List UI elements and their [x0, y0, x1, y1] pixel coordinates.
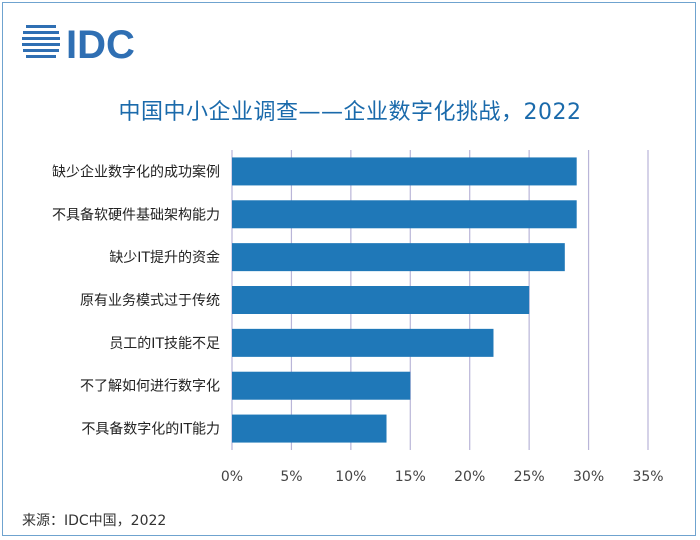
category-label: 缺少IT提升的资金 — [109, 250, 220, 266]
bar — [232, 371, 411, 400]
category-label: 不具备软硬件基础架构能力 — [52, 206, 220, 223]
x-tick-label: 0% — [221, 469, 243, 485]
x-tick-label: 35% — [632, 469, 663, 485]
category-label: 缺少企业数字化的成功案例 — [52, 163, 220, 180]
bar — [232, 414, 387, 443]
x-tick-label: 25% — [514, 469, 545, 485]
idc-logo: IDC — [22, 23, 135, 66]
x-tick-label: 5% — [280, 469, 302, 485]
bar — [232, 328, 494, 357]
bar — [232, 286, 530, 314]
x-tick-label: 10% — [335, 469, 366, 485]
x-tick-label: 30% — [573, 469, 604, 485]
category-label: 不了解如何进行数字化 — [80, 379, 220, 395]
chart-title: 中国中小企业调查——企业数字化挑战，2022 — [118, 100, 582, 125]
category-label: 不具备数字化的IT能力 — [81, 421, 220, 438]
x-tick-label: 20% — [454, 469, 485, 485]
bar — [232, 243, 565, 272]
bar — [232, 157, 577, 186]
bar — [232, 200, 577, 229]
x-tick-label: 15% — [395, 469, 426, 485]
globe-icon — [22, 25, 60, 58]
category-label: 员工的IT技能不足 — [109, 336, 220, 352]
logo-text: IDC — [66, 23, 135, 66]
category-label: 原有业务模式过于传统 — [80, 293, 220, 309]
source-note: 来源：IDC中国，2022 — [22, 513, 167, 529]
